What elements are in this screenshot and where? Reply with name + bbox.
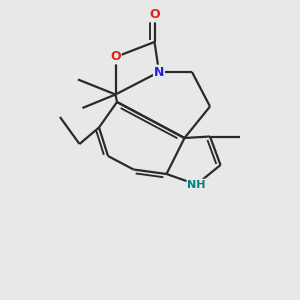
Text: NH: NH — [187, 179, 206, 190]
Text: O: O — [110, 50, 121, 64]
Text: O: O — [149, 8, 160, 22]
Text: N: N — [154, 65, 164, 79]
